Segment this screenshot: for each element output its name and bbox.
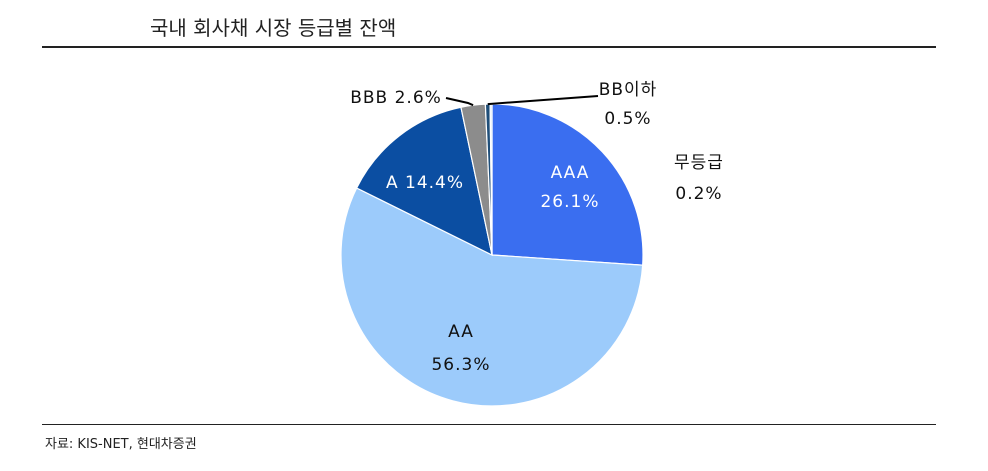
data-label-aaa-value: 26.1% [540, 192, 599, 212]
footer-rule [42, 424, 936, 425]
chart-title: 국내 회사채 시장 등급별 잔액 [150, 16, 397, 40]
data-label-unrated-value: 0.2% [675, 184, 722, 204]
leader-line-bbb [445, 97, 474, 107]
data-label-unrated-name: 무등급 [674, 153, 724, 173]
leader-line-bb-below [487, 95, 599, 106]
pie-slice-aa [340, 187, 644, 407]
title-rule [42, 46, 936, 48]
data-label-a: A 14.4% [386, 173, 464, 193]
data-label-aa-name: AA [448, 322, 474, 342]
data-label-aa-value: 56.3% [431, 355, 490, 375]
pie-slice-a [355, 106, 493, 257]
pie-slice-aaa [491, 103, 644, 266]
source-note: 자료: KIS-NET, 현대차증권 [45, 437, 197, 452]
data-label-aaa-name: AAA [551, 163, 590, 183]
data-label-bb-below-value: 0.5% [604, 109, 651, 129]
data-label-bb-below-name: BB이하 [599, 80, 658, 100]
data-label-bbb: BBB 2.6% [350, 88, 442, 108]
